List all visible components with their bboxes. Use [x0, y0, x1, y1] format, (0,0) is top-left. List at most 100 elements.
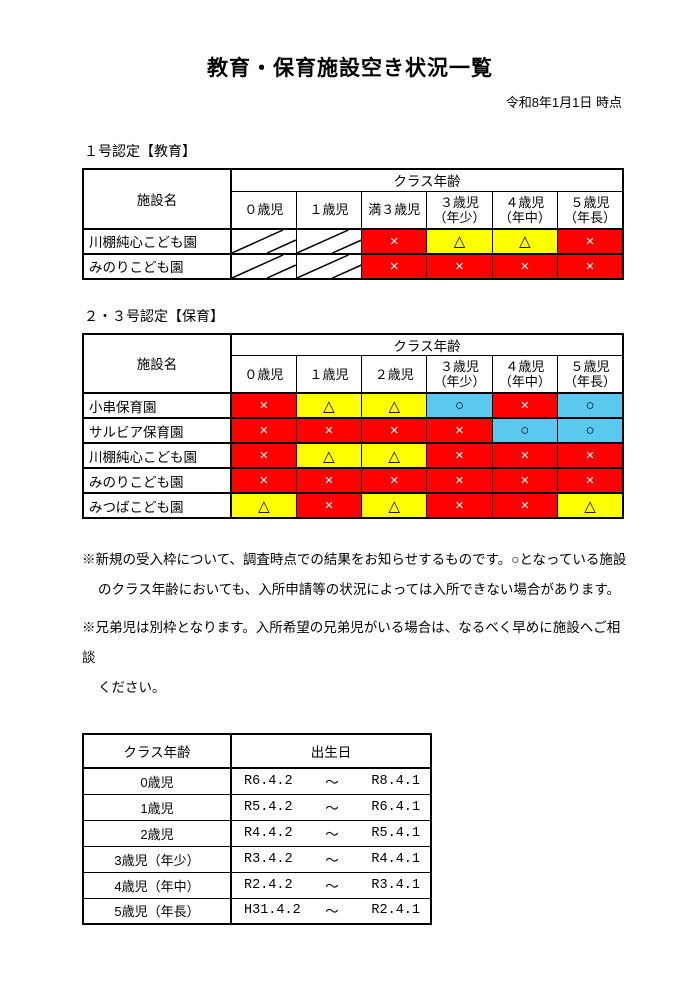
birthdate-row: 1歳児 R5.4.2 ～ R6.4.1	[82, 793, 432, 821]
birthdate-range-cell: R2.4.2 ～ R3.4.1	[230, 871, 432, 899]
availability-cell-full: ×	[230, 467, 297, 494]
date-from: R5.4.2	[244, 799, 293, 815]
birthdate-range: R2.4.2 ～ R3.4.1	[232, 875, 430, 896]
notes: ※新規の受入枠について、調査時点での結果をお知らせするものです。○となっている施…	[82, 545, 627, 703]
date-from: R6.4.2	[244, 773, 293, 789]
birthdate-range: R3.4.2 ～ R4.4.1	[232, 849, 430, 870]
column-header-age: １歳児	[295, 190, 363, 230]
diagonal-na-icon	[232, 230, 296, 253]
birthdate-range: R5.4.2 ～ R6.4.1	[232, 797, 430, 818]
facility-row: 川棚純心こども園 × △ △ ×	[82, 227, 624, 255]
column-header-age: ０歳児	[230, 190, 297, 230]
birthdate-row: 2歳児 R4.4.2 ～ R5.4.1	[82, 819, 432, 847]
column-header-age: １歳児	[295, 355, 363, 394]
birthdate-range-cell: H31.4.2 ～ R2.4.1	[230, 897, 432, 925]
column-header-age: ３歳児 （年少）	[426, 355, 493, 394]
range-separator: ～	[325, 776, 339, 792]
availability-cell-full: ×	[556, 442, 624, 469]
class-age-cell: 2歳児	[82, 819, 232, 847]
availability-cell-few: △	[556, 492, 624, 519]
diagonal-na-icon	[297, 230, 361, 253]
facility-row: 小串保育園 × △ △ ○ × ○	[82, 392, 624, 419]
facility-name: 川棚純心こども園	[82, 227, 232, 255]
column-header-class-age-group: クラス年齢	[230, 168, 624, 192]
column-header-age: 満３歳児	[361, 190, 428, 230]
column-header-age: ４歳児 （年中）	[491, 190, 558, 230]
column-header-age: ３歳児 （年少）	[426, 190, 493, 230]
availability-cell-full: ×	[295, 492, 363, 519]
date-to: R8.4.1	[371, 773, 420, 789]
birthdate-range: H31.4.2 ～ R2.4.1	[232, 900, 430, 921]
availability-cell-full: ×	[361, 417, 428, 444]
availability-cell-few: △	[491, 227, 558, 255]
facility-name: みのりこども園	[82, 467, 232, 494]
availability-cell-few: △	[361, 392, 428, 419]
note-line: ※新規の受入枠について、調査時点での結果をお知らせするものです。○となっている施…	[82, 552, 627, 567]
class-age-cell: 3歳児（年少）	[82, 845, 232, 873]
facility-row: みのりこども園 × × × × × ×	[82, 467, 624, 494]
availability-cell-few: △	[295, 392, 363, 419]
availability-cell-full: ×	[426, 467, 493, 494]
availability-cell-full: ×	[230, 392, 297, 419]
availability-cell-full: ×	[361, 467, 428, 494]
availability-cell-full: ×	[491, 492, 558, 519]
birthdate-range-cell: R3.4.2 ～ R4.4.1	[230, 845, 432, 873]
range-separator: ～	[325, 880, 339, 896]
date-to: R5.4.1	[371, 825, 420, 841]
column-header-age: ２歳児	[361, 355, 428, 394]
class-age-cell: 1歳児	[82, 793, 232, 821]
birthdate-row: 4歳児（年中） R2.4.2 ～ R3.4.1	[82, 871, 432, 899]
date-from: H31.4.2	[244, 903, 301, 919]
class-age-cell: 4歳児（年中）	[82, 871, 232, 899]
availability-cell-full: ×	[361, 252, 428, 280]
birthdate-table: クラス年齢 出生日 0歳児 R6.4.2 ～ R8.4.1 1歳児 R5.4.2 ～ R6.4…	[82, 733, 432, 925]
availability-cell-not-applicable	[295, 252, 363, 280]
range-separator: ～	[325, 906, 339, 922]
availability-cell-full: ×	[491, 252, 558, 280]
column-header-age: ０歳児	[230, 355, 297, 394]
birthdate-range-cell: R5.4.2 ～ R6.4.1	[230, 793, 432, 821]
facility-row: サルビア保育園 × × × × ○ ○	[82, 417, 624, 444]
availability-cell-full: ×	[230, 417, 297, 444]
availability-cell-full: ×	[361, 227, 428, 255]
availability-cell-full: ×	[556, 252, 624, 280]
availability-cell-few: △	[426, 227, 493, 255]
column-header-birthdate: 出生日	[230, 733, 432, 769]
column-header-class-age-group: クラス年齢	[230, 333, 624, 356]
note-line: ※兄弟児は別枠となります。入所希望の兄弟児がいる場合は、なるべく早めに施設へご相…	[82, 620, 621, 665]
availability-cell-full: ×	[230, 442, 297, 469]
availability-cell-not-applicable	[295, 227, 363, 255]
availability-cell-full: ×	[556, 227, 624, 255]
section-label-education: １号認定【教育】	[84, 143, 196, 159]
childcare-availability-table: 施設名 クラス年齢 ０歳児 １歳児 ２歳児 ３歳児 （年少） ４歳児 （年中） ５歳児 （年長）…	[82, 332, 625, 519]
availability-cell-full: ×	[426, 492, 493, 519]
page-title: 教育・保育施設空き状況一覧	[207, 57, 493, 80]
date-from: R4.4.2	[244, 825, 293, 841]
availability-cell-full: ×	[426, 442, 493, 469]
availability-cell-open: ○	[426, 392, 493, 419]
class-age-cell: 0歳児	[82, 767, 232, 795]
availability-cell-open: ○	[491, 417, 558, 444]
facility-name: 川棚純心こども園	[82, 442, 232, 469]
birthdate-range: R6.4.2 ～ R8.4.1	[232, 771, 430, 792]
class-age-cell: 5歳児（年長）	[82, 897, 232, 925]
availability-cell-not-applicable	[230, 227, 297, 255]
date-to: R4.4.1	[371, 851, 420, 867]
availability-cell-few: △	[361, 492, 428, 519]
facility-name: サルビア保育園	[82, 417, 232, 444]
birthdate-row: 5歳児（年長） H31.4.2 ～ R2.4.1	[82, 897, 432, 925]
column-header-facility: 施設名	[82, 168, 232, 229]
column-header-age: ４歳児 （年中）	[491, 355, 558, 394]
header-row-group: 施設名 クラス年齢	[82, 168, 624, 229]
facility-name: みのりこども園	[82, 252, 232, 280]
note-line: ください。	[98, 680, 166, 695]
diagonal-na-icon	[232, 255, 296, 278]
header-row-ages: ０歳児 １歳児 満３歳児 ３歳児 （年少） ４歳児 （年中） ５歳児 （年長）	[83, 190, 624, 230]
education-availability-table: 施設名 クラス年齢 ０歳児 １歳児 満３歳児 ３歳児 （年少） ４歳児 （年中） ５歳児 （年長…	[82, 168, 625, 280]
range-separator: ～	[325, 854, 339, 870]
date-to: R6.4.1	[371, 799, 420, 815]
availability-cell-few: △	[295, 442, 363, 469]
date-from: R3.4.2	[244, 851, 293, 867]
header-row-group: 施設名 クラス年齢	[82, 333, 624, 394]
